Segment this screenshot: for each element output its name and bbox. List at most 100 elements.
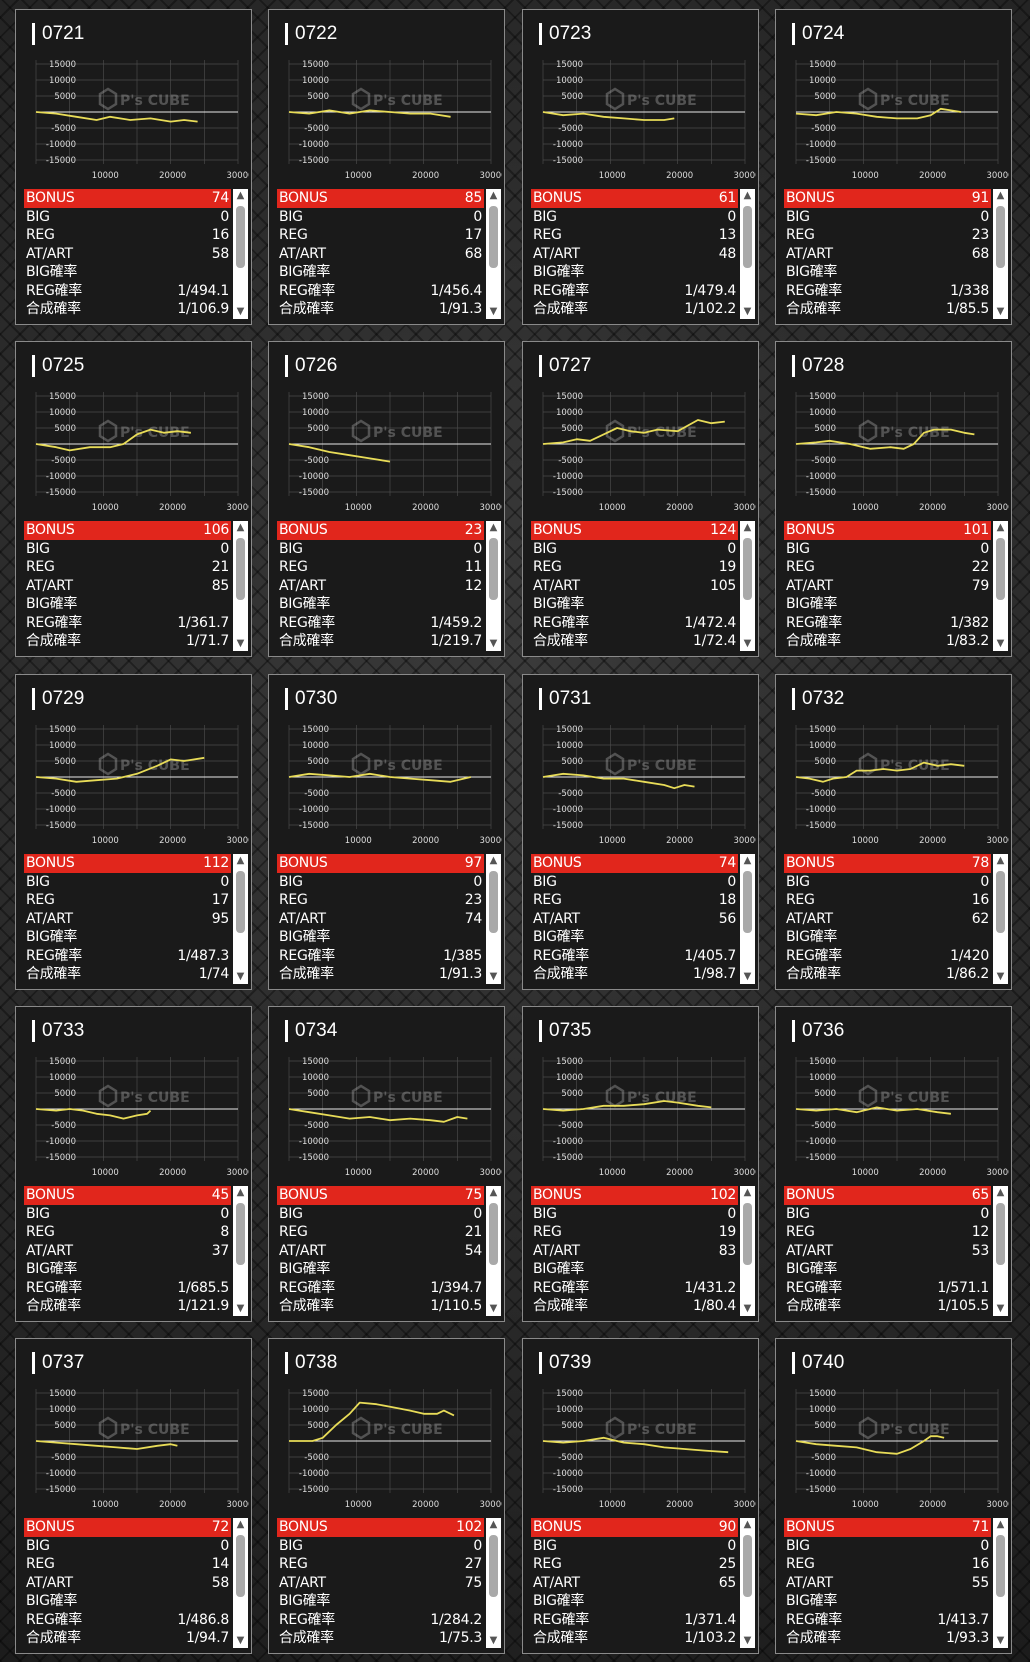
- scroll-up-icon[interactable]: ▲: [236, 855, 245, 866]
- scroll-up-icon[interactable]: ▲: [743, 1187, 752, 1198]
- machine-card[interactable]: 0729 15000 10000 5000 -5000 -10000 -15000 10000…: [15, 674, 252, 990]
- stats-panel[interactable]: BONUS 61 BIG 0 REG 13 AT/ART 48 BIG確率 REG確率 1/479.…: [531, 189, 755, 319]
- stats-panel[interactable]: BONUS 91 BIG 0 REG 23 AT/ART 68 BIG確率 REG確率 1/338 合…: [784, 189, 1008, 319]
- stats-panel[interactable]: BONUS 65 BIG 0 REG 12 AT/ART 53 BIG確率 REG確率 1/571.…: [784, 1186, 1008, 1316]
- machine-card[interactable]: 0723 15000 10000 5000 -5000 -10000 -15000 10000…: [522, 9, 759, 325]
- stats-panel[interactable]: BONUS 71 BIG 0 REG 16 AT/ART 55 BIG確率 REG確率 1/413.…: [784, 1518, 1008, 1648]
- scrollbar-thumb[interactable]: [236, 1203, 245, 1265]
- machine-card[interactable]: 0739 15000 10000 5000 -5000 -10000 -15000 10000…: [522, 1338, 759, 1654]
- scroll-down-icon[interactable]: ▼: [743, 306, 752, 317]
- scroll-down-icon[interactable]: ▼: [489, 1635, 498, 1646]
- scroll-up-icon[interactable]: ▲: [489, 1187, 498, 1198]
- scrollbar-thumb[interactable]: [996, 1203, 1005, 1265]
- machine-card[interactable]: 0734 15000 10000 5000 -5000 -10000 -15000 10000…: [268, 1006, 505, 1322]
- machine-number[interactable]: 0727: [539, 355, 591, 377]
- stats-panel[interactable]: BONUS 102 BIG 0 REG 27 AT/ART 75 BIG確率 REG確率 1/284…: [277, 1518, 501, 1648]
- scrollbar[interactable]: ▲ ▼: [233, 521, 248, 651]
- stats-panel[interactable]: BONUS 45 BIG 0 REG 8 AT/ART 37 BIG確率 REG確率 1/685.5…: [24, 1186, 248, 1316]
- machine-number[interactable]: 0735: [539, 1020, 591, 1042]
- scrollbar[interactable]: ▲ ▼: [993, 1518, 1008, 1648]
- machine-card[interactable]: 0737 15000 10000 5000 -5000 -10000 -15000 10000…: [15, 1338, 252, 1654]
- scroll-down-icon[interactable]: ▼: [743, 638, 752, 649]
- scrollbar[interactable]: ▲ ▼: [740, 189, 755, 319]
- stats-panel[interactable]: BONUS 75 BIG 0 REG 21 AT/ART 54 BIG確率 REG確率 1/394.…: [277, 1186, 501, 1316]
- scrollbar[interactable]: ▲ ▼: [993, 1186, 1008, 1316]
- scrollbar-thumb[interactable]: [996, 538, 1005, 600]
- scrollbar[interactable]: ▲ ▼: [740, 1186, 755, 1316]
- machine-number[interactable]: 0736: [792, 1020, 844, 1042]
- machine-number[interactable]: 0733: [32, 1020, 84, 1042]
- machine-card[interactable]: 0725 15000 10000 5000 -5000 -10000 -15000 10000…: [15, 341, 252, 657]
- scrollbar-thumb[interactable]: [743, 871, 752, 933]
- machine-card[interactable]: 0721 15000 10000 5000 -5000 -10000 -15000 10000…: [15, 9, 252, 325]
- machine-number[interactable]: 0737: [32, 1352, 84, 1374]
- machine-number[interactable]: 0724: [792, 23, 844, 45]
- scroll-up-icon[interactable]: ▲: [236, 190, 245, 201]
- scroll-up-icon[interactable]: ▲: [489, 190, 498, 201]
- scrollbar-thumb[interactable]: [743, 1203, 752, 1265]
- machine-number[interactable]: 0726: [285, 355, 337, 377]
- scrollbar[interactable]: ▲ ▼: [993, 521, 1008, 651]
- machine-card[interactable]: 0726 15000 10000 5000 -5000 -10000 -15000 10000…: [268, 341, 505, 657]
- machine-number[interactable]: 0721: [32, 23, 84, 45]
- machine-card[interactable]: 0728 15000 10000 5000 -5000 -10000 -15000 10000…: [775, 341, 1012, 657]
- machine-number[interactable]: 0732: [792, 688, 844, 710]
- stats-panel[interactable]: BONUS 101 BIG 0 REG 22 AT/ART 79 BIG確率 REG確率 1/382…: [784, 521, 1008, 651]
- scroll-down-icon[interactable]: ▼: [996, 638, 1005, 649]
- machine-card[interactable]: 0727 15000 10000 5000 -5000 -10000 -15000 10000…: [522, 341, 759, 657]
- stats-panel[interactable]: BONUS 74 BIG 0 REG 16 AT/ART 58 BIG確率 REG確率 1/494.…: [24, 189, 248, 319]
- scroll-down-icon[interactable]: ▼: [236, 306, 245, 317]
- machine-card[interactable]: 0732 15000 10000 5000 -5000 -10000 -15000 10000…: [775, 674, 1012, 990]
- machine-number[interactable]: 0738: [285, 1352, 337, 1374]
- scroll-down-icon[interactable]: ▼: [236, 1635, 245, 1646]
- stats-panel[interactable]: BONUS 106 BIG 0 REG 21 AT/ART 85 BIG確率 REG確率 1/361…: [24, 521, 248, 651]
- scrollbar-thumb[interactable]: [236, 538, 245, 600]
- scroll-down-icon[interactable]: ▼: [489, 306, 498, 317]
- scroll-down-icon[interactable]: ▼: [236, 971, 245, 982]
- machine-number[interactable]: 0734: [285, 1020, 337, 1042]
- stats-panel[interactable]: BONUS 23 BIG 0 REG 11 AT/ART 12 BIG確率 REG確率 1/459.…: [277, 521, 501, 651]
- machine-number[interactable]: 0723: [539, 23, 591, 45]
- scrollbar-thumb[interactable]: [996, 206, 1005, 268]
- scrollbar-thumb[interactable]: [743, 206, 752, 268]
- machine-number[interactable]: 0730: [285, 688, 337, 710]
- stats-panel[interactable]: BONUS 112 BIG 0 REG 17 AT/ART 95 BIG確率 REG確率 1/487…: [24, 854, 248, 984]
- scrollbar[interactable]: ▲ ▼: [233, 1186, 248, 1316]
- stats-panel[interactable]: BONUS 72 BIG 0 REG 14 AT/ART 58 BIG確率 REG確率 1/486.…: [24, 1518, 248, 1648]
- scroll-up-icon[interactable]: ▲: [996, 190, 1005, 201]
- machine-number[interactable]: 0728: [792, 355, 844, 377]
- scroll-down-icon[interactable]: ▼: [996, 306, 1005, 317]
- scroll-up-icon[interactable]: ▲: [236, 1519, 245, 1530]
- scrollbar-thumb[interactable]: [743, 1535, 752, 1597]
- scrollbar[interactable]: ▲ ▼: [233, 189, 248, 319]
- scrollbar-thumb[interactable]: [996, 871, 1005, 933]
- scroll-up-icon[interactable]: ▲: [996, 1519, 1005, 1530]
- scrollbar[interactable]: ▲ ▼: [740, 854, 755, 984]
- scroll-up-icon[interactable]: ▲: [236, 1187, 245, 1198]
- scroll-up-icon[interactable]: ▲: [743, 190, 752, 201]
- machine-number[interactable]: 0722: [285, 23, 337, 45]
- scrollbar[interactable]: ▲ ▼: [486, 189, 501, 319]
- scroll-up-icon[interactable]: ▲: [489, 1519, 498, 1530]
- scrollbar[interactable]: ▲ ▼: [486, 1186, 501, 1316]
- scrollbar[interactable]: ▲ ▼: [486, 1518, 501, 1648]
- machine-number[interactable]: 0740: [792, 1352, 844, 1374]
- scrollbar-thumb[interactable]: [489, 538, 498, 600]
- stats-panel[interactable]: BONUS 124 BIG 0 REG 19 AT/ART 105 BIG確率 REG確率 1/47…: [531, 521, 755, 651]
- machine-card[interactable]: 0740 15000 10000 5000 -5000 -10000 -15000 10000…: [775, 1338, 1012, 1654]
- machine-card[interactable]: 0738 15000 10000 5000 -5000 -10000 -15000 10000…: [268, 1338, 505, 1654]
- machine-card[interactable]: 0730 15000 10000 5000 -5000 -10000 -15000 10000…: [268, 674, 505, 990]
- machine-card[interactable]: 0731 15000 10000 5000 -5000 -10000 -15000 10000…: [522, 674, 759, 990]
- scroll-down-icon[interactable]: ▼: [236, 638, 245, 649]
- scroll-down-icon[interactable]: ▼: [743, 971, 752, 982]
- scroll-up-icon[interactable]: ▲: [996, 855, 1005, 866]
- machine-number[interactable]: 0739: [539, 1352, 591, 1374]
- scroll-up-icon[interactable]: ▲: [743, 522, 752, 533]
- scrollbar[interactable]: ▲ ▼: [993, 189, 1008, 319]
- scroll-up-icon[interactable]: ▲: [236, 522, 245, 533]
- scroll-down-icon[interactable]: ▼: [996, 1635, 1005, 1646]
- scroll-up-icon[interactable]: ▲: [489, 855, 498, 866]
- scrollbar-thumb[interactable]: [489, 1535, 498, 1597]
- scrollbar[interactable]: ▲ ▼: [740, 521, 755, 651]
- scroll-down-icon[interactable]: ▼: [489, 1303, 498, 1314]
